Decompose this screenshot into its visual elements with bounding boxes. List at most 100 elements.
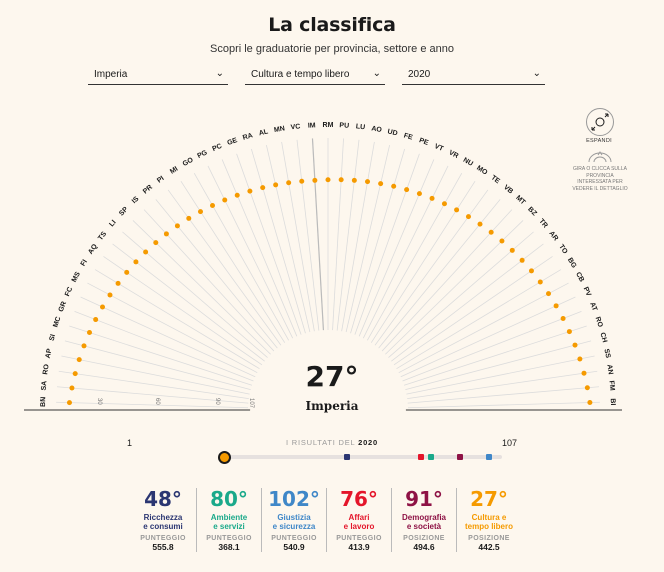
province-label[interactable]: BN bbox=[40, 397, 47, 407]
province-ray[interactable] bbox=[350, 148, 406, 334]
province-label[interactable]: VT bbox=[433, 143, 445, 153]
province-label[interactable]: CB bbox=[574, 271, 585, 283]
province-ray[interactable] bbox=[221, 159, 298, 337]
province-label[interactable]: PG bbox=[196, 149, 209, 160]
province-ray[interactable] bbox=[407, 370, 598, 400]
province-label[interactable]: FE bbox=[403, 132, 414, 141]
province-label[interactable]: MC bbox=[52, 316, 62, 329]
province-label[interactable]: RO bbox=[42, 363, 51, 375]
province-label[interactable]: MT bbox=[514, 194, 527, 206]
province-ray[interactable] bbox=[61, 355, 250, 395]
province-ray[interactable] bbox=[155, 199, 278, 349]
province-ray[interactable] bbox=[296, 139, 320, 331]
province-label[interactable]: BG bbox=[566, 257, 578, 270]
province-ray[interactable] bbox=[332, 138, 344, 331]
province-label[interactable]: IM bbox=[308, 122, 316, 129]
province-label[interactable]: FI bbox=[80, 259, 89, 268]
province-ray[interactable] bbox=[370, 180, 476, 343]
province-ray[interactable] bbox=[374, 189, 489, 346]
province-ray[interactable] bbox=[56, 386, 249, 404]
timeline-current-marker[interactable] bbox=[218, 451, 231, 464]
province-ray[interactable] bbox=[403, 325, 587, 386]
province-ray[interactable] bbox=[388, 231, 534, 358]
province-label[interactable]: AP bbox=[45, 348, 54, 359]
province-ray[interactable] bbox=[64, 340, 251, 391]
province-label[interactable]: GR bbox=[58, 301, 68, 313]
province-label[interactable]: SI bbox=[49, 334, 57, 342]
province-label[interactable]: AL bbox=[258, 128, 269, 137]
province-ray[interactable] bbox=[345, 144, 390, 333]
timeline-marker[interactable] bbox=[417, 454, 424, 460]
province-label[interactable]: RO bbox=[594, 316, 604, 329]
province-ray[interactable] bbox=[341, 141, 375, 332]
year-select[interactable]: 2020 ⌄ bbox=[402, 66, 545, 85]
province-label[interactable]: MS bbox=[71, 271, 82, 284]
province-label[interactable]: TO bbox=[557, 243, 569, 255]
province-label[interactable]: TR bbox=[537, 218, 548, 230]
province-label[interactable]: SS bbox=[602, 348, 611, 359]
province-label[interactable]: SP bbox=[118, 206, 130, 218]
province-ray[interactable] bbox=[354, 153, 420, 335]
province-label[interactable]: PI bbox=[156, 175, 166, 185]
province-label[interactable]: IS bbox=[131, 195, 141, 205]
province-ray[interactable] bbox=[94, 269, 260, 370]
province-label[interactable]: RM bbox=[323, 122, 334, 129]
province-ray[interactable] bbox=[391, 243, 544, 362]
province-label[interactable]: NU bbox=[462, 157, 474, 168]
province-label[interactable]: RA bbox=[242, 132, 254, 142]
province-label[interactable]: GE bbox=[226, 137, 238, 147]
province-label[interactable]: MN bbox=[274, 125, 286, 134]
province-label[interactable]: BZ bbox=[526, 206, 538, 218]
province-label[interactable]: UD bbox=[387, 128, 398, 137]
province-label[interactable]: SA bbox=[41, 381, 49, 391]
province-ray[interactable] bbox=[336, 139, 360, 331]
province-label[interactable]: LI bbox=[108, 219, 117, 228]
province-ray[interactable] bbox=[405, 340, 592, 391]
timeline-track[interactable] bbox=[224, 455, 502, 459]
province-label[interactable]: AN bbox=[605, 364, 613, 375]
province-label[interactable]: AR bbox=[547, 230, 559, 242]
province-ray[interactable] bbox=[56, 401, 249, 409]
province-ray[interactable] bbox=[400, 296, 576, 378]
province-ray[interactable] bbox=[366, 172, 463, 341]
province-label[interactable]: PV bbox=[582, 286, 592, 298]
card-ambiente[interactable]: 80° Ambiente e servizi PUNTEGGIO 368.1 bbox=[196, 488, 261, 552]
province-ray[interactable] bbox=[193, 172, 290, 341]
province-ray[interactable] bbox=[112, 243, 265, 362]
province-ray[interactable] bbox=[396, 269, 562, 370]
province-ray[interactable] bbox=[207, 165, 294, 339]
province-label[interactable]: CH bbox=[598, 332, 607, 344]
card-cultura[interactable]: 27° Cultura e tempo libero POSIZIONE 442.… bbox=[456, 488, 521, 552]
province-ray[interactable] bbox=[250, 148, 306, 334]
province-label[interactable]: BI bbox=[609, 398, 616, 405]
province-ray[interactable] bbox=[407, 401, 600, 409]
sector-select[interactable]: Cultura e tempo libero ⌄ bbox=[245, 66, 385, 85]
province-label[interactable]: VR bbox=[448, 149, 460, 160]
province-label[interactable]: FM bbox=[608, 380, 616, 391]
province-label[interactable]: LU bbox=[355, 123, 365, 131]
province-ray[interactable] bbox=[80, 296, 256, 378]
timeline-marker[interactable] bbox=[457, 454, 464, 460]
province-label[interactable]: MI bbox=[169, 166, 179, 176]
province-ray[interactable] bbox=[87, 282, 258, 374]
card-giustizia[interactable]: 102° Giustizia e sicurezza PUNTEGGIO 540.… bbox=[261, 488, 326, 552]
card-ricchezza[interactable]: 48° Ricchezza e consumi PUNTEGGIO 555.8 bbox=[131, 488, 195, 552]
province-label[interactable]: GO bbox=[182, 156, 195, 168]
province-ray[interactable] bbox=[358, 159, 435, 337]
province-label[interactable]: AO bbox=[371, 125, 383, 134]
province-label[interactable]: VC bbox=[290, 123, 300, 131]
province-label[interactable]: VB bbox=[502, 184, 514, 196]
province-ray[interactable] bbox=[58, 370, 249, 400]
province-ray[interactable] bbox=[74, 310, 254, 382]
province-ray[interactable] bbox=[402, 310, 582, 382]
province-ray[interactable] bbox=[281, 141, 315, 332]
province-ray[interactable] bbox=[236, 153, 302, 335]
province-ray[interactable] bbox=[266, 144, 311, 333]
province-label[interactable]: AQ bbox=[87, 243, 99, 256]
province-ray[interactable] bbox=[167, 189, 282, 346]
expand-button[interactable] bbox=[586, 108, 614, 136]
province-label[interactable]: PE bbox=[418, 137, 429, 147]
province-label[interactable]: PR bbox=[142, 184, 154, 196]
province-label[interactable]: MO bbox=[475, 165, 489, 177]
province-label[interactable]: PU bbox=[339, 122, 349, 130]
